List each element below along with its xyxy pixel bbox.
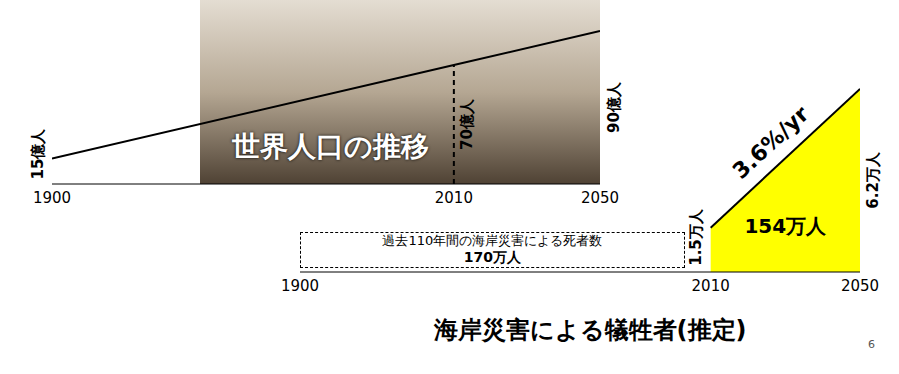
svg-text:1900: 1900	[33, 189, 71, 207]
svg-text:2010: 2010	[692, 277, 730, 295]
html-text:6: 6	[868, 338, 875, 351]
svg-text:2050: 2050	[581, 189, 619, 207]
svg-text:154万人: 154万人	[744, 214, 827, 238]
html-text:170万人: 170万人	[463, 248, 521, 265]
svg-text:2010: 2010	[435, 189, 473, 207]
svg-text:6.2万人: 6.2万人	[865, 151, 883, 209]
svg-text:70億人: 70億人	[458, 98, 476, 150]
svg-text:15億人: 15億人	[29, 128, 47, 180]
html-text:海岸災害による犠牲者(推定): 海岸災害による犠牲者(推定)	[433, 316, 747, 344]
html-text:世界人口の推移: 世界人口の推移	[231, 130, 429, 163]
html-text:過去110年間の海岸災害による死者数: 過去110年間の海岸災害による死者数	[382, 233, 603, 248]
svg-text:2050: 2050	[841, 277, 879, 295]
svg-text:1900: 1900	[281, 277, 319, 295]
svg-text:1.5万人: 1.5万人	[687, 208, 705, 266]
svg-text:3.6%/yr: 3.6%/yr	[728, 101, 814, 184]
svg-text:90億人: 90億人	[605, 81, 623, 133]
